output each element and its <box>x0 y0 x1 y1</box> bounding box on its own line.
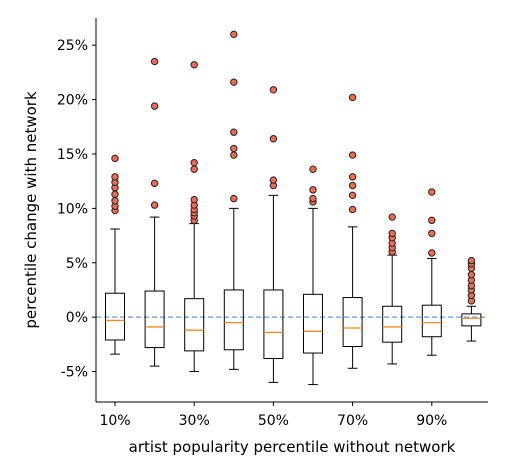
box-1 <box>105 154 125 355</box>
y-tick-label: 0% <box>66 310 88 326</box>
outlier-point <box>230 151 238 159</box>
outlier-point <box>230 144 238 153</box>
outlier-point <box>190 165 198 173</box>
x-tick-label: 70% <box>337 413 368 429</box>
outlier-point <box>269 135 278 143</box>
axes <box>95 18 488 403</box>
y-tick-label: 25% <box>57 38 88 54</box>
x-axis-label: artist popularity percentile without net… <box>129 438 456 456</box>
box-7 <box>342 93 363 369</box>
outlier-point <box>309 194 317 203</box>
y-tick-label: 5% <box>66 256 88 272</box>
outlier-point <box>269 176 278 184</box>
y-tick-label: 20% <box>57 93 88 109</box>
outlier-point <box>111 154 119 163</box>
outlier-point <box>428 229 436 238</box>
box-iqr <box>382 305 403 343</box>
outlier-point <box>111 173 119 181</box>
box-iqr <box>421 304 442 338</box>
outlier-point <box>309 165 317 173</box>
y-axis-label: percentile change with network <box>22 91 40 329</box>
outlier-point <box>230 30 238 39</box>
x-tick-label: 10% <box>99 413 130 429</box>
outlier-point <box>348 173 357 181</box>
outlier-point <box>190 195 198 204</box>
box-3 <box>184 61 205 373</box>
outlier-point <box>230 78 238 86</box>
outlier-point <box>190 61 198 69</box>
outlier-point <box>467 256 476 265</box>
y-tick-label: 15% <box>57 147 88 163</box>
outlier-point <box>269 86 278 94</box>
box-iqr <box>303 293 323 354</box>
outlier-point <box>150 57 159 66</box>
outlier-point <box>348 151 357 159</box>
outlier-point <box>428 249 436 257</box>
box-8 <box>382 213 403 365</box>
outlier-point <box>348 181 357 190</box>
outlier-point <box>111 197 119 205</box>
x-ticks: 10% 30% 50% 70% 90% <box>99 402 447 429</box>
y-tick-label: -5% <box>61 365 88 381</box>
box-5 <box>263 86 284 383</box>
box-iqr <box>263 289 284 359</box>
box-iqr <box>461 313 482 327</box>
box-10 <box>461 256 482 342</box>
outlier-point <box>388 213 396 221</box>
x-tick-label: 50% <box>258 413 289 429</box>
box-iqr <box>184 298 205 352</box>
box-iqr <box>223 289 244 351</box>
outlier-point <box>190 158 198 167</box>
box-6 <box>303 165 323 386</box>
x-tick-label: 30% <box>179 413 210 429</box>
outlier-point <box>428 216 436 225</box>
x-tick-label: 90% <box>416 413 447 429</box>
outlier-point <box>348 93 357 102</box>
plot-area <box>96 30 488 386</box>
outlier-point <box>230 194 238 203</box>
y-tick-label: 10% <box>57 201 88 217</box>
outlier-point <box>388 229 396 238</box>
outlier-point <box>150 102 159 110</box>
outlier-point <box>230 128 238 136</box>
box-2 <box>144 57 165 367</box>
box-iqr <box>105 292 125 341</box>
box-4 <box>223 30 244 370</box>
box-iqr <box>342 297 363 348</box>
outlier-point <box>467 271 476 279</box>
outlier-point <box>428 188 436 196</box>
outlier-point <box>150 179 159 188</box>
box-9 <box>421 188 442 356</box>
y-ticks: -5% 0% 5% 10% 15% 20% 25% <box>57 38 96 381</box>
box-iqr <box>144 290 165 349</box>
outlier-point <box>150 201 159 209</box>
outlier-point <box>348 205 357 214</box>
outlier-point <box>309 186 317 194</box>
outlier-point <box>348 191 357 200</box>
outlier-point <box>111 190 119 198</box>
